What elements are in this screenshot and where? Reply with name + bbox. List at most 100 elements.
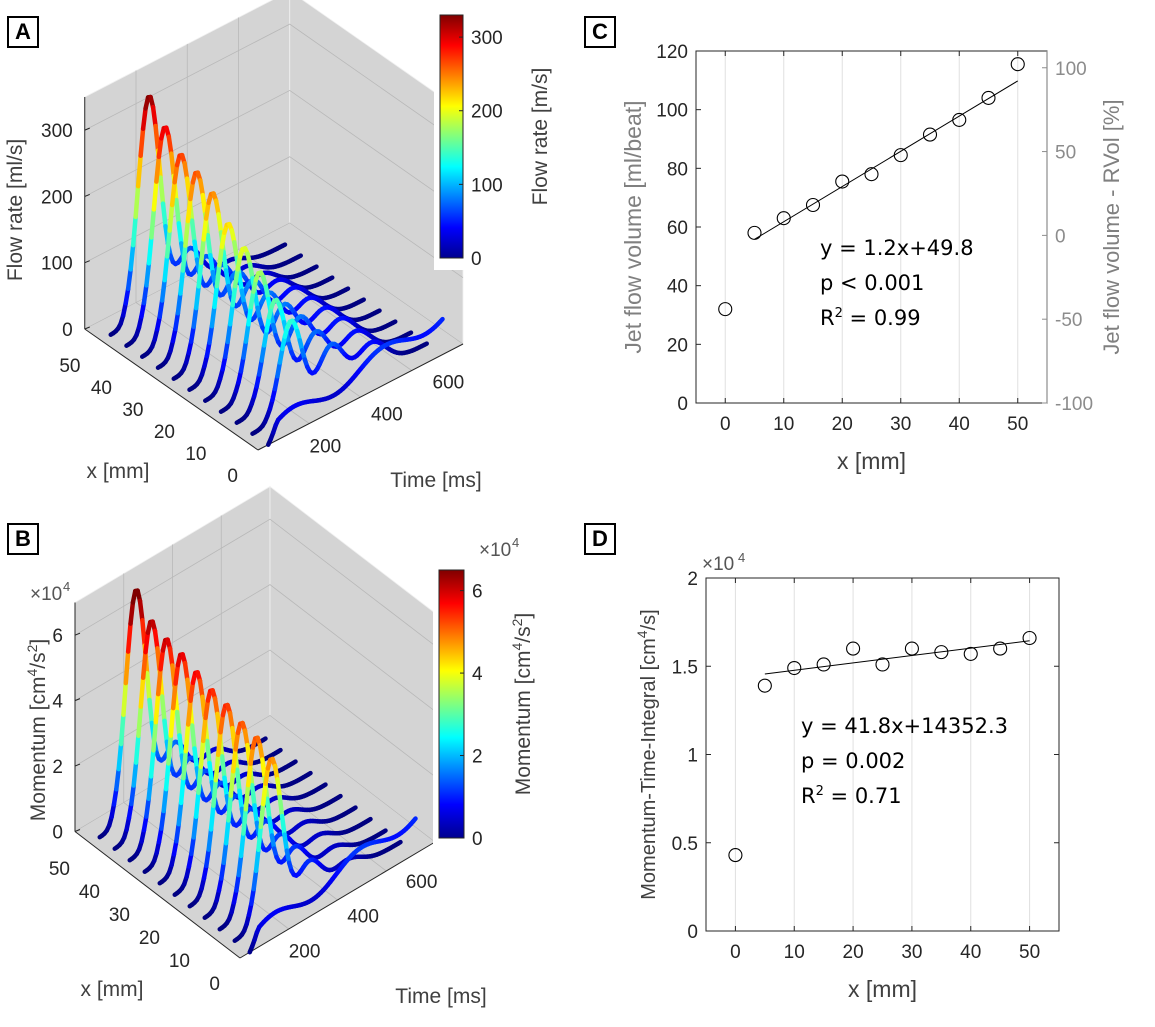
x-tick-label: 40 [79, 882, 100, 903]
series-segment [147, 697, 155, 726]
time-tick-label: 600 [433, 373, 465, 394]
x-tick-label: 20 [154, 422, 175, 443]
x-axis-label: x [mm] [87, 460, 150, 483]
series-segment [275, 747, 283, 754]
series-segment [118, 712, 126, 747]
y-tick-label: 1.5 [672, 657, 698, 678]
z-tick-mark [84, 260, 90, 264]
series-segment [161, 786, 169, 814]
series-segment [406, 330, 414, 337]
series-segment [246, 304, 254, 327]
series-segment [223, 268, 231, 289]
series-segment [218, 712, 226, 735]
series-segment [131, 760, 139, 788]
time-tick-label: 600 [406, 872, 438, 893]
series-segment [256, 824, 264, 852]
series-segment [159, 694, 167, 724]
series-segment [189, 218, 197, 244]
grid-line-time [135, 70, 310, 424]
series-segment [144, 796, 151, 819]
series-segment [290, 759, 298, 766]
series-segment [138, 126, 146, 159]
y-tick-label: 0.5 [672, 834, 698, 855]
series-segment [223, 818, 231, 846]
z-tick-label: 4 [52, 692, 63, 713]
series-segment [221, 840, 229, 866]
z-tick-label: 300 [41, 121, 73, 142]
x-tick-label: 10 [169, 951, 190, 972]
series-segment [225, 321, 233, 345]
series-segment [359, 297, 366, 304]
series-segment [159, 808, 166, 831]
series-segment [212, 696, 220, 717]
series-segment [204, 847, 211, 869]
y-multiplier-exp: 4 [738, 550, 745, 565]
series-segment [133, 733, 141, 765]
panel-label-c: C [584, 16, 616, 48]
series-segment [114, 766, 121, 792]
series-segment [137, 598, 145, 623]
time-tick-label: 400 [371, 405, 403, 426]
series-segment [245, 761, 253, 788]
x-tick-label: 40 [960, 942, 981, 963]
series-segment [437, 316, 445, 325]
colorbar-label: Flow rate [m/s] [529, 68, 552, 206]
series-segment [327, 275, 335, 282]
series-segment [211, 777, 219, 809]
series-segment [226, 793, 234, 823]
grid-line-z [74, 715, 436, 843]
series-segment [152, 628, 160, 651]
series-segment [157, 298, 165, 320]
series-segment [174, 709, 182, 738]
series-segment [177, 733, 185, 758]
series-segment [200, 192, 208, 217]
series-segment [144, 670, 152, 703]
data-point [805, 197, 821, 213]
y-multiplier: ×10 [702, 554, 734, 575]
series-segment [175, 291, 183, 316]
series-segment [243, 322, 251, 344]
data-point [747, 225, 762, 240]
z-tick-label: 0 [62, 320, 73, 341]
series-segment [163, 761, 171, 792]
z-multiplier-exp: 4 [63, 579, 70, 594]
series-segment [374, 308, 382, 315]
series-segment [183, 218, 191, 248]
time-axis-line [257, 343, 464, 451]
x-tick-label: 40 [91, 378, 112, 399]
series-segment [158, 175, 166, 206]
series-segment [162, 254, 170, 283]
data-point [816, 657, 831, 672]
series-segment [148, 748, 156, 779]
data-point [864, 167, 879, 182]
series-segment [125, 621, 133, 654]
series-segment [203, 698, 211, 721]
y-tick-label: 2 [687, 569, 698, 590]
z-tick-label: 0 [52, 823, 63, 844]
series-segment [135, 153, 143, 189]
series-segment [111, 786, 119, 807]
series-segment [207, 760, 215, 785]
time-axis-label: Time [ms] [390, 469, 481, 492]
x-tick-label: 30 [122, 400, 143, 421]
data-point [757, 678, 772, 693]
series-segment [256, 358, 264, 377]
z-tick-mark [74, 829, 81, 832]
data-point [1010, 57, 1025, 72]
series-segment [192, 239, 200, 262]
series-segment [140, 106, 148, 131]
series-segment [260, 757, 267, 781]
colorbar-label: Momentum [cm4/s2] [509, 613, 535, 795]
x-tick-label: 0 [209, 974, 220, 995]
x-tick-label: 30 [109, 905, 130, 926]
series-segment [239, 288, 247, 307]
series-segment [263, 766, 271, 786]
series-segment [222, 775, 230, 799]
series-segment [264, 314, 272, 333]
series-segment [159, 277, 167, 303]
grid-line-z [84, 89, 464, 212]
y-right-tick-label: -50 [1055, 310, 1082, 331]
series-segment [133, 183, 141, 220]
series-segment [219, 754, 227, 780]
series-segment [178, 775, 186, 806]
